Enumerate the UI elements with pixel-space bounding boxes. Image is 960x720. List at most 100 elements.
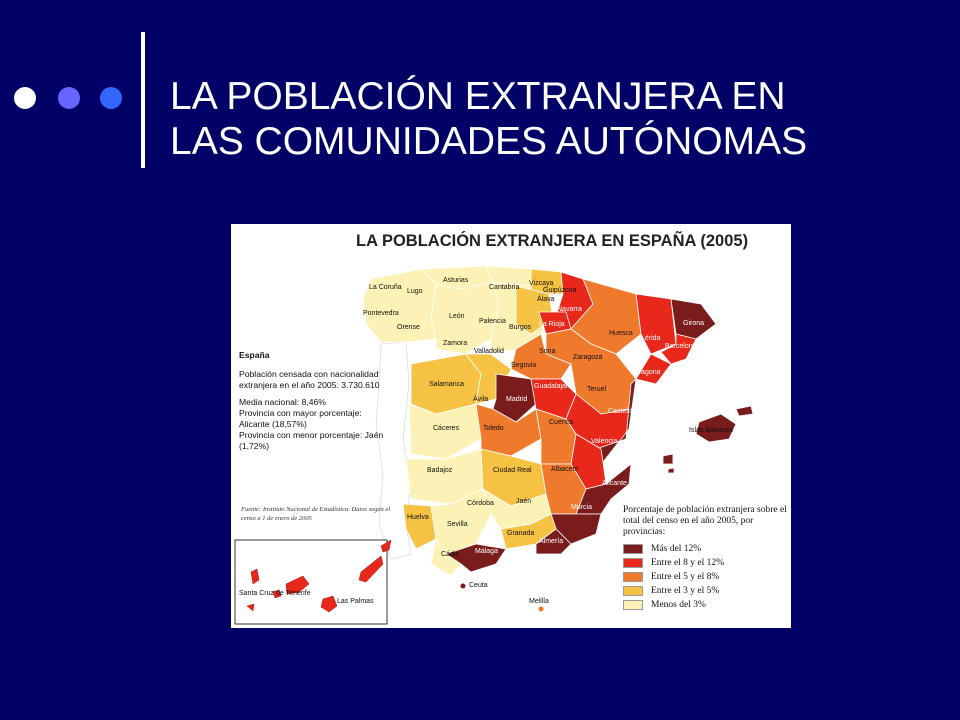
melilla-marker bbox=[538, 606, 544, 612]
island-gran-canaria bbox=[320, 595, 338, 613]
label-palencia: Palencia bbox=[479, 318, 506, 325]
slide-title: LA POBLACIÓN EXTRANJERA EN LAS COMUNIDAD… bbox=[170, 74, 807, 164]
label-castellon: Castellón bbox=[608, 408, 638, 415]
region-soria-segovia bbox=[510, 333, 572, 380]
label-avila: Ávila bbox=[473, 396, 489, 403]
info-highest-province: Provincia con mayor porcentaje: Alicante… bbox=[239, 408, 362, 429]
label-soria: Soria bbox=[539, 348, 556, 355]
label-segovia: Segovia bbox=[511, 362, 537, 369]
dot-blue bbox=[100, 87, 122, 109]
label-santa-cruz: Santa Cruz de Tenerife bbox=[239, 590, 311, 597]
label-leon: León bbox=[449, 313, 465, 320]
legend-item: Entre el 8 y el 12% bbox=[623, 556, 788, 570]
map-title: LA POBLACIÓN EXTRANJERA EN ESPAÑA (2005) bbox=[356, 232, 749, 250]
label-lerida: Lérida bbox=[641, 335, 661, 342]
region-malaga bbox=[445, 543, 507, 573]
island-menorca bbox=[735, 405, 754, 417]
label-valladolid: Valladolid bbox=[474, 348, 504, 355]
label-zamora: Zamora bbox=[443, 340, 468, 347]
region-catalonia-girona bbox=[670, 298, 717, 340]
dot-white bbox=[14, 87, 36, 109]
label-orense: Orense bbox=[397, 324, 420, 331]
label-sevilla: Sevilla bbox=[447, 521, 468, 528]
label-teruel: Teruel bbox=[587, 386, 607, 393]
island-ibiza bbox=[662, 453, 674, 465]
region-catalonia-lleida bbox=[635, 293, 677, 355]
label-jaen: Jaén bbox=[516, 498, 532, 505]
label-badajoz: Badajoz bbox=[427, 467, 453, 474]
ceuta-marker bbox=[460, 583, 466, 589]
region-cadiz bbox=[430, 537, 462, 577]
label-la-rioja: La Rioja bbox=[539, 321, 565, 328]
island-lanzarote bbox=[380, 539, 392, 553]
island-mallorca bbox=[695, 413, 737, 443]
island-formentera bbox=[667, 467, 675, 474]
legend-label: Entre el 8 y el 12% bbox=[651, 558, 725, 568]
label-murcia: Murcia bbox=[571, 504, 593, 511]
label-albacete: Albacete bbox=[551, 466, 579, 473]
region-tarragona bbox=[635, 353, 672, 385]
label-la-coruna: La Coruña bbox=[369, 284, 402, 291]
legend-swatch-1 bbox=[623, 558, 643, 568]
region-huelva bbox=[402, 503, 437, 550]
map-svg bbox=[234, 265, 754, 625]
island-la-palma bbox=[250, 568, 260, 585]
label-granada: Granada bbox=[507, 530, 535, 537]
label-alava: Álava bbox=[537, 296, 555, 303]
label-cadiz: Cádiz bbox=[441, 551, 459, 558]
label-girona: Girona bbox=[683, 320, 705, 327]
portugal-shape bbox=[375, 341, 412, 560]
label-navarra: Navarra bbox=[557, 306, 582, 313]
info-heading: España bbox=[239, 350, 270, 360]
legend-swatch-3 bbox=[623, 586, 643, 596]
region-almeria bbox=[535, 528, 572, 555]
label-cuenca: Cuenca bbox=[549, 419, 574, 426]
label-cantabria: Cantabria bbox=[489, 284, 520, 291]
island-la-gomera bbox=[272, 589, 282, 599]
legend-item: Más del 12% bbox=[623, 542, 788, 556]
label-pontevedra: Pontevedra bbox=[363, 310, 399, 317]
legend-swatch-4 bbox=[623, 600, 643, 610]
title-divider bbox=[141, 32, 145, 168]
label-caceres: Cáceres bbox=[433, 425, 460, 432]
slide-title-line2: LAS COMUNIDADES AUTÓNOMAS bbox=[170, 120, 808, 163]
info-panel: España Población censada con nacionalida… bbox=[239, 350, 389, 458]
info-lowest-province: Provincia con menor porcentaje: Jaén (1,… bbox=[239, 430, 384, 451]
island-el-hierro bbox=[246, 603, 255, 612]
label-malaga: Málaga bbox=[475, 548, 498, 555]
label-salamanca: Salamanca bbox=[429, 381, 465, 388]
island-fuerteventura bbox=[358, 555, 384, 583]
legend-label: Entre el 5 y el 8% bbox=[651, 572, 720, 582]
label-toledo: Toledo bbox=[483, 425, 504, 432]
info-national-mean: Media nacional: 8,46% bbox=[239, 397, 326, 407]
canary-inset-frame bbox=[234, 539, 388, 625]
label-lugo: Lugo bbox=[407, 288, 423, 295]
legend-label: Menos del 3% bbox=[651, 600, 706, 610]
label-tarragona: Tarragona bbox=[629, 369, 661, 376]
label-burgos: Burgos bbox=[509, 324, 532, 331]
label-almeria: Almería bbox=[539, 538, 564, 545]
legend-item: Entre el 3 y el 5% bbox=[623, 584, 788, 598]
slide-title-line1: LA POBLACIÓN EXTRANJERA EN bbox=[170, 75, 786, 118]
label-zaragoza: Zaragoza bbox=[573, 354, 603, 361]
legend-title: Porcentaje de población extranjera sobre… bbox=[623, 505, 787, 537]
label-islas-baleares: Islas Baleares bbox=[689, 427, 733, 434]
legend-swatch-0 bbox=[623, 544, 643, 554]
label-huesca: Huesca bbox=[609, 330, 633, 337]
island-tenerife bbox=[285, 575, 310, 595]
spain-foreign-population-map: LA POBLACIÓN EXTRANJERA EN ESPAÑA (2005)… bbox=[231, 224, 791, 628]
label-asturias: Asturias bbox=[443, 277, 469, 284]
legend-item: Menos del 3% bbox=[623, 598, 788, 612]
label-barcelona: Barcelona bbox=[665, 343, 697, 350]
source-note: Fuente: Instituto Nacional de Estadístic… bbox=[241, 506, 391, 522]
label-ciudad-real: Ciudad Real bbox=[493, 467, 532, 474]
label-guadalajara: Guadalajara bbox=[534, 383, 573, 390]
label-madrid: Madrid bbox=[506, 396, 528, 403]
label-melilla: Melilla bbox=[529, 598, 549, 605]
info-total-population: Población censada con nacionalidad extra… bbox=[239, 369, 380, 390]
label-las-palmas: Las Palmas bbox=[337, 598, 374, 605]
label-huelva: Huelva bbox=[407, 514, 429, 521]
dot-violet bbox=[58, 87, 80, 109]
legend: Porcentaje de población extranjera sobre… bbox=[623, 505, 788, 612]
label-vizcaya: Vizcaya bbox=[529, 280, 554, 287]
